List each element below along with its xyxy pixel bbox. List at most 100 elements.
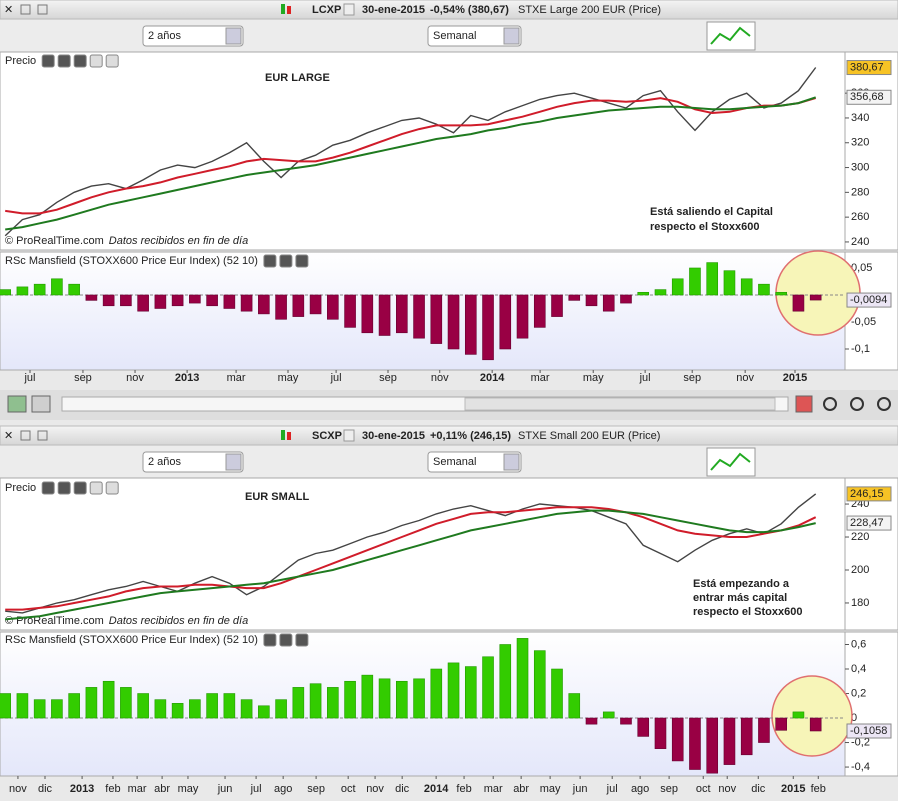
rs-bar	[516, 638, 529, 719]
rs-bar	[309, 683, 322, 719]
min-button[interactable]	[20, 430, 31, 441]
indicator-button[interactable]	[706, 21, 756, 51]
panel-icon[interactable]	[89, 54, 103, 68]
candle-icon	[281, 430, 285, 440]
rs-bar	[120, 687, 132, 719]
rs-bar	[68, 283, 80, 296]
panel-icon[interactable]	[105, 54, 119, 68]
tool-icon[interactable]	[7, 395, 27, 413]
select-interval-value: Semanal	[433, 456, 476, 468]
indicator-icon	[710, 26, 751, 45]
min-button[interactable]	[20, 4, 31, 15]
panel-icon[interactable]	[57, 54, 71, 68]
panel-icon[interactable]	[89, 481, 103, 495]
rs-bar	[171, 294, 184, 307]
panel-icon[interactable]	[41, 54, 55, 68]
indicator-button[interactable]	[706, 447, 756, 477]
price-line	[4, 67, 817, 237]
max-button[interactable]	[37, 4, 48, 15]
rs-bar	[447, 662, 460, 719]
scroll-thumb[interactable]	[464, 397, 776, 411]
rs-bar	[430, 668, 443, 719]
value-label-box	[846, 60, 892, 76]
panel-icon[interactable]	[73, 481, 87, 495]
panel-icon[interactable]	[57, 481, 71, 495]
rs-bar	[430, 294, 443, 344]
panel-icon[interactable]	[263, 633, 277, 647]
x-tick-label: feb	[105, 783, 120, 795]
x-tick-label: nov	[718, 783, 736, 795]
rs-bar	[16, 693, 29, 719]
y-tick-label: 200	[851, 564, 869, 576]
panel-icon[interactable]	[73, 54, 87, 68]
panel-icon[interactable]	[41, 481, 55, 495]
source: © ProRealTime.com	[5, 615, 104, 627]
x-tick-label: jul	[23, 372, 35, 384]
rs-bar	[396, 294, 408, 334]
select-period[interactable]	[142, 451, 244, 473]
select-interval[interactable]	[427, 25, 522, 47]
x-tick-label: 2015	[781, 783, 805, 795]
panel-icon[interactable]	[263, 254, 277, 268]
rs-bar	[189, 699, 201, 719]
rs-bar	[706, 262, 719, 296]
rs-bar	[723, 270, 736, 296]
x-tick-label: dic	[38, 783, 53, 795]
value-label: 356,68	[850, 91, 884, 103]
price-line	[5, 509, 816, 621]
x-tick-label: nov	[736, 372, 754, 384]
x-tick-label: 2015	[783, 372, 807, 384]
x-tick-label: oct	[341, 783, 356, 795]
value-label-box	[846, 292, 892, 308]
select-period[interactable]	[142, 25, 244, 47]
y-tick-label: 0	[851, 712, 857, 724]
value-label: 380,67	[850, 61, 884, 73]
rs-bar	[258, 294, 270, 315]
select-arrow	[225, 27, 242, 45]
rs-bar	[154, 294, 167, 309]
panel-label: RSc Mansfield (STOXX600 Price Eur Index)…	[5, 634, 258, 646]
y-tick-label: 320	[851, 137, 869, 149]
zoom-out-icon[interactable]	[850, 397, 864, 411]
rs-bar	[171, 703, 184, 719]
rs-bar	[499, 294, 512, 350]
panel-icon[interactable]	[279, 633, 293, 647]
y-tick-label: -0,2	[851, 736, 870, 748]
rs-bar	[33, 699, 46, 719]
select-interval[interactable]	[427, 451, 522, 473]
panel-icon[interactable]	[295, 254, 309, 268]
zoom-icon[interactable]	[823, 397, 837, 411]
x-tick-label: sep	[74, 372, 92, 384]
max-button[interactable]	[37, 430, 48, 441]
y-tick-label: 300	[851, 161, 869, 173]
y-tick-label: 180	[851, 597, 869, 609]
x-tick-label: sep	[660, 783, 678, 795]
tool-icon[interactable]	[31, 395, 51, 413]
rs-bar	[102, 680, 115, 719]
zoom-in-icon[interactable]	[877, 397, 891, 411]
rs-bar	[533, 294, 546, 328]
x-tick-label: may	[583, 372, 604, 384]
rs-bar	[344, 680, 356, 719]
rs-bar	[51, 278, 63, 296]
panel-icon[interactable]	[279, 254, 293, 268]
panel-icon[interactable]	[295, 633, 309, 647]
close-button[interactable]: ✕	[4, 4, 13, 16]
price-line	[5, 493, 817, 614]
rs-bar	[482, 656, 494, 719]
indicator-icon	[710, 452, 751, 471]
tool-icon[interactable]	[795, 395, 813, 413]
x-tick-label: sep	[307, 783, 325, 795]
rs-bar	[344, 294, 356, 328]
rs-bar	[809, 294, 822, 301]
close-button[interactable]: ✕	[4, 430, 13, 442]
panel-icon[interactable]	[105, 481, 119, 495]
x-tick-label: 2013	[175, 372, 199, 384]
annotation: Está empezando a	[693, 578, 790, 590]
x-tick-label: mar	[227, 372, 246, 384]
y-tick-label: -0,1	[851, 343, 870, 355]
x-tick-label: abr	[154, 783, 170, 795]
rs-bar	[620, 294, 632, 304]
rs-bar	[102, 294, 115, 307]
x-tick-label: jul	[639, 372, 651, 384]
